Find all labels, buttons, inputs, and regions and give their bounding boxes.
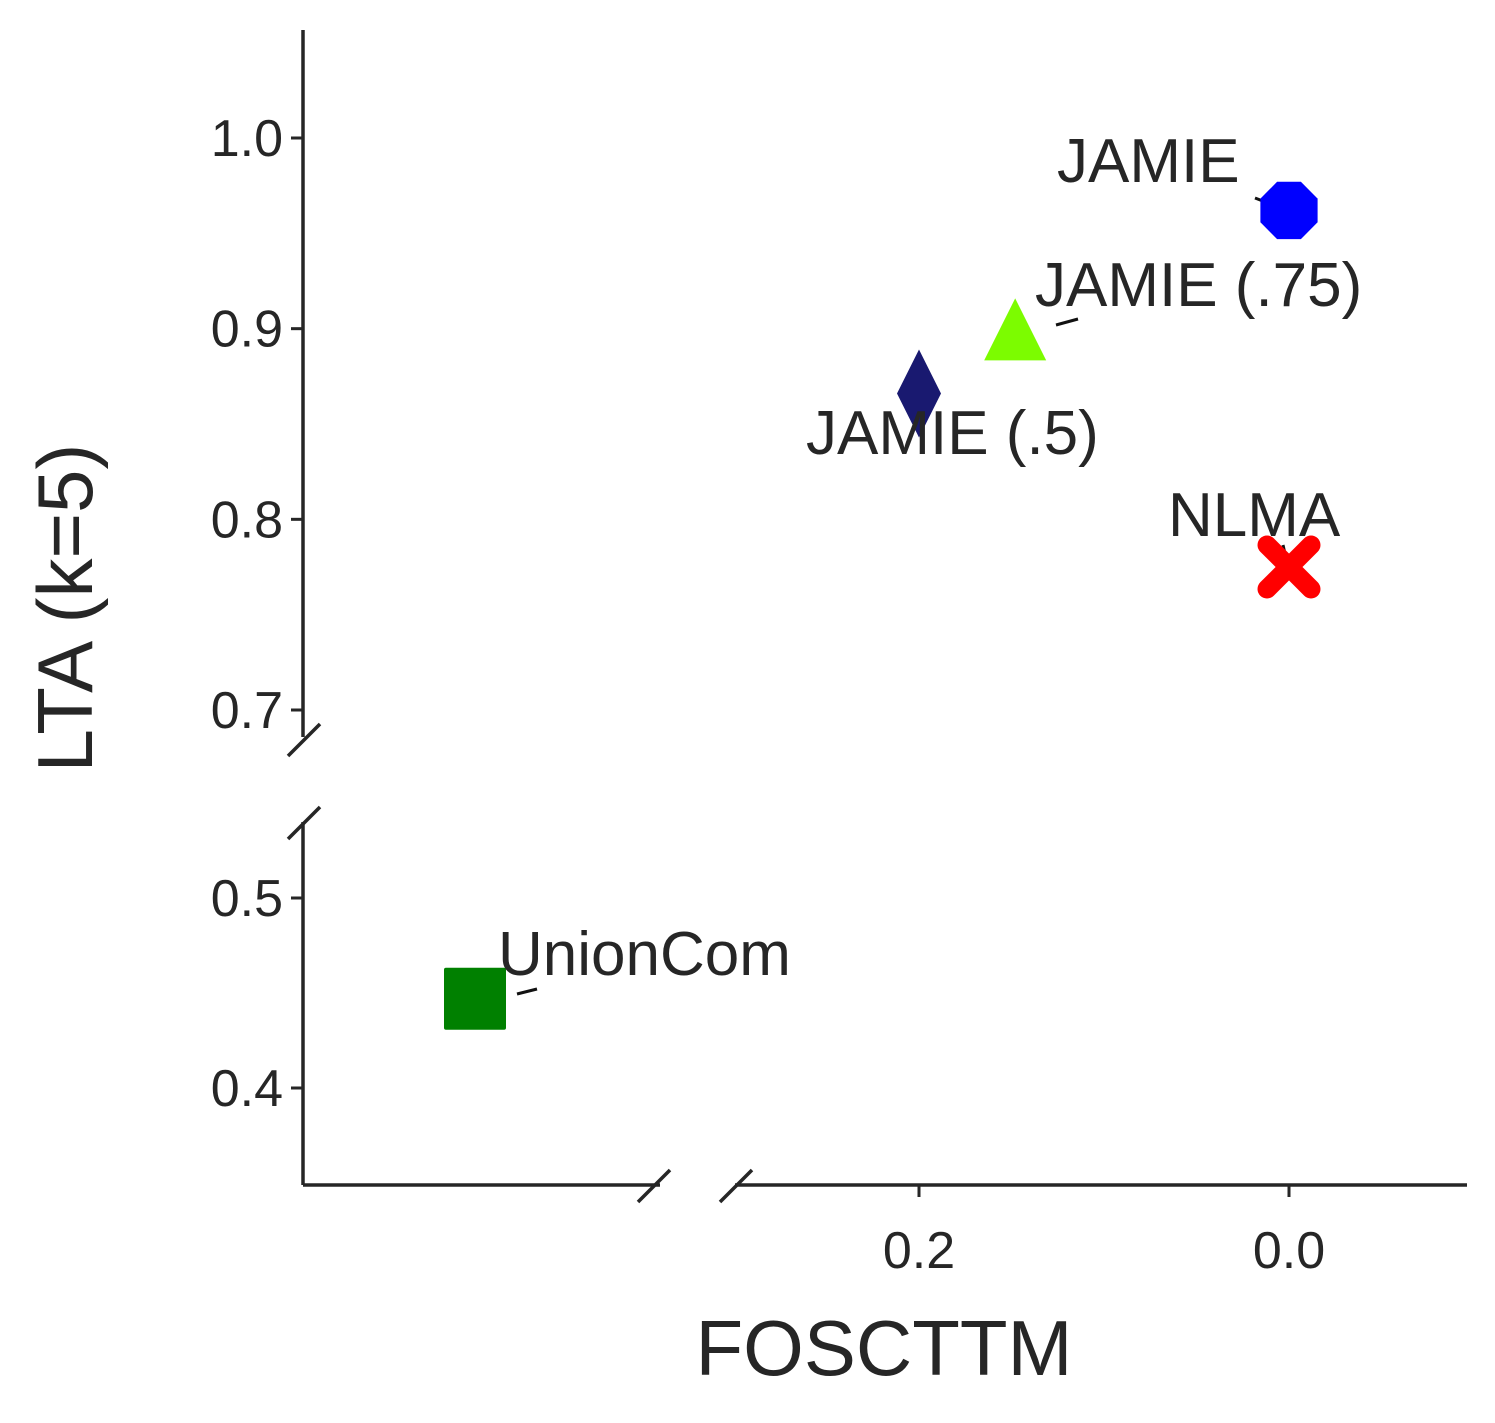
marker-unioncom [444,967,506,1030]
y-tick-1.0-label: 1.0 [211,110,283,168]
marker-jamie [1260,181,1318,240]
marker-jamie-75 [984,298,1047,361]
x-axis-break-mark-left [636,1168,672,1204]
y-tick-0.4-label: 0.4 [211,1060,283,1118]
point-label-jamie-5: JAMIE (.5) [806,399,1099,468]
y-tick-0.8-label: 0.8 [211,491,283,549]
x-axis-break-mark-right [718,1168,754,1204]
point-labels: JAMIE JAMIE (.75) JAMIE (.5) NLMA UnionCom [498,127,1362,989]
data-markers [444,181,1321,1030]
tick-labels: 0.7 0.8 0.9 1.0 0.4 0.5 0.2 0.0 [211,110,1325,1280]
y-axis-break-mark-lower [286,805,322,841]
y-tick-0.9-label: 0.9 [211,301,283,359]
tick-marks [291,136,1291,1197]
marker-nlma-stroke-b [1257,535,1321,599]
y-tick-0.7-label: 0.7 [211,682,283,740]
x-tick-0.0-label: 0.0 [1253,1222,1325,1280]
x-axis-title: FOSCTTM [696,1304,1073,1392]
y-tick-0.5-label: 0.5 [211,870,283,928]
point-label-jamie-75: JAMIE (.75) [1035,251,1362,320]
y-axis-break-mark-upper [286,722,322,758]
marker-jamie-5 [897,349,941,438]
axes [286,30,1467,1204]
point-label-nlma: NLMA [1168,481,1341,550]
leader-unioncom [516,987,538,996]
marker-nlma [1257,535,1321,599]
point-label-unioncom: UnionCom [498,920,791,989]
leader-jamie-75 [1055,317,1079,327]
point-label-jamie: JAMIE [1057,127,1240,196]
x-tick-0.2-label: 0.2 [883,1222,955,1280]
y-axis-title: LTA (k=5) [21,444,109,773]
